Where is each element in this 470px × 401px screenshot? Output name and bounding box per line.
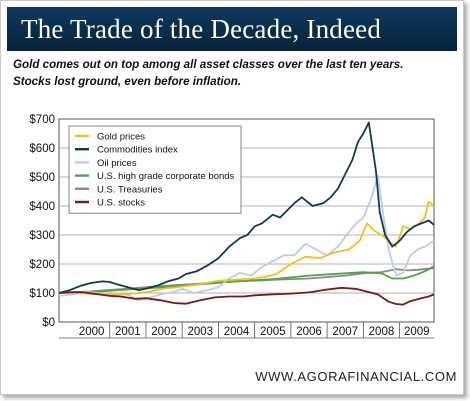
legend-label-gold: Gold prices (97, 132, 145, 143)
series-line-stocks (58, 286, 435, 306)
y-tick-label: $500 (29, 172, 55, 184)
legend: Gold prices Commodities index Oil prices U.… (68, 125, 242, 214)
x-tick-label: 2003 (188, 326, 214, 338)
series-line-oil (58, 174, 435, 302)
title-banner: The Trade of the Decade, Indeed (7, 7, 457, 51)
y-tick-label: $400 (29, 201, 55, 213)
y-tick-label: $100 (29, 288, 55, 300)
chart-title: The Trade of the Decade, Indeed (21, 14, 382, 44)
x-tick-label: 2002 (151, 326, 177, 338)
legend-box (68, 125, 242, 214)
series-line-treasuries (58, 267, 435, 294)
legend-label-oil: Oil prices (97, 158, 137, 169)
y-tick-label: $200 (29, 259, 55, 271)
x-tick-label: 2005 (260, 326, 286, 338)
y-tick-label: $700 (29, 114, 55, 126)
subtitle-line-2: Stocks lost ground, even before inflatio… (13, 75, 242, 88)
x-tick-label: 2001 (115, 326, 141, 338)
x-tick-label: 2000 (79, 326, 105, 338)
x-tick-label: 2008 (369, 326, 395, 338)
x-tick-label: 2006 (296, 326, 322, 338)
x-tick-label: 2009 (404, 326, 430, 338)
x-axis: 2000 2001 2002 2003 2004 2005 2006 2007 2008 2009 (59, 322, 434, 339)
legend-label-stocks: U.S. stocks (97, 198, 145, 209)
chart-card: The Trade of the Decade, Indeed Gold com… (0, 0, 464, 395)
legend-label-treasuries: U.S. Treasuries (97, 184, 163, 195)
y-tick-label: $300 (29, 230, 55, 242)
line-chart: $0$100$200$300$400$500$600$700 2000 2001 2… (29, 114, 435, 339)
y-tick-label: $0 (42, 317, 55, 329)
y-axis: $0 $100 $200 $300 $400 $500 $600 $700 (29, 114, 55, 329)
x-tick-label: 2007 (332, 326, 358, 338)
subtitle-line-1: Gold comes out on top among all asset cl… (13, 58, 404, 71)
y-tick-label: $600 (29, 143, 55, 155)
source-url: WWW.AGORAFINANCIAL.COM (255, 369, 457, 384)
series-line-commodities (58, 121, 435, 294)
series-lines (58, 121, 435, 306)
series-line-gold (58, 200, 435, 296)
x-tick-label: 2004 (224, 326, 250, 338)
legend-label-corporate: U.S. high grade corporate bonds (97, 171, 235, 182)
legend-label-commodities: Commodities index (97, 145, 178, 156)
